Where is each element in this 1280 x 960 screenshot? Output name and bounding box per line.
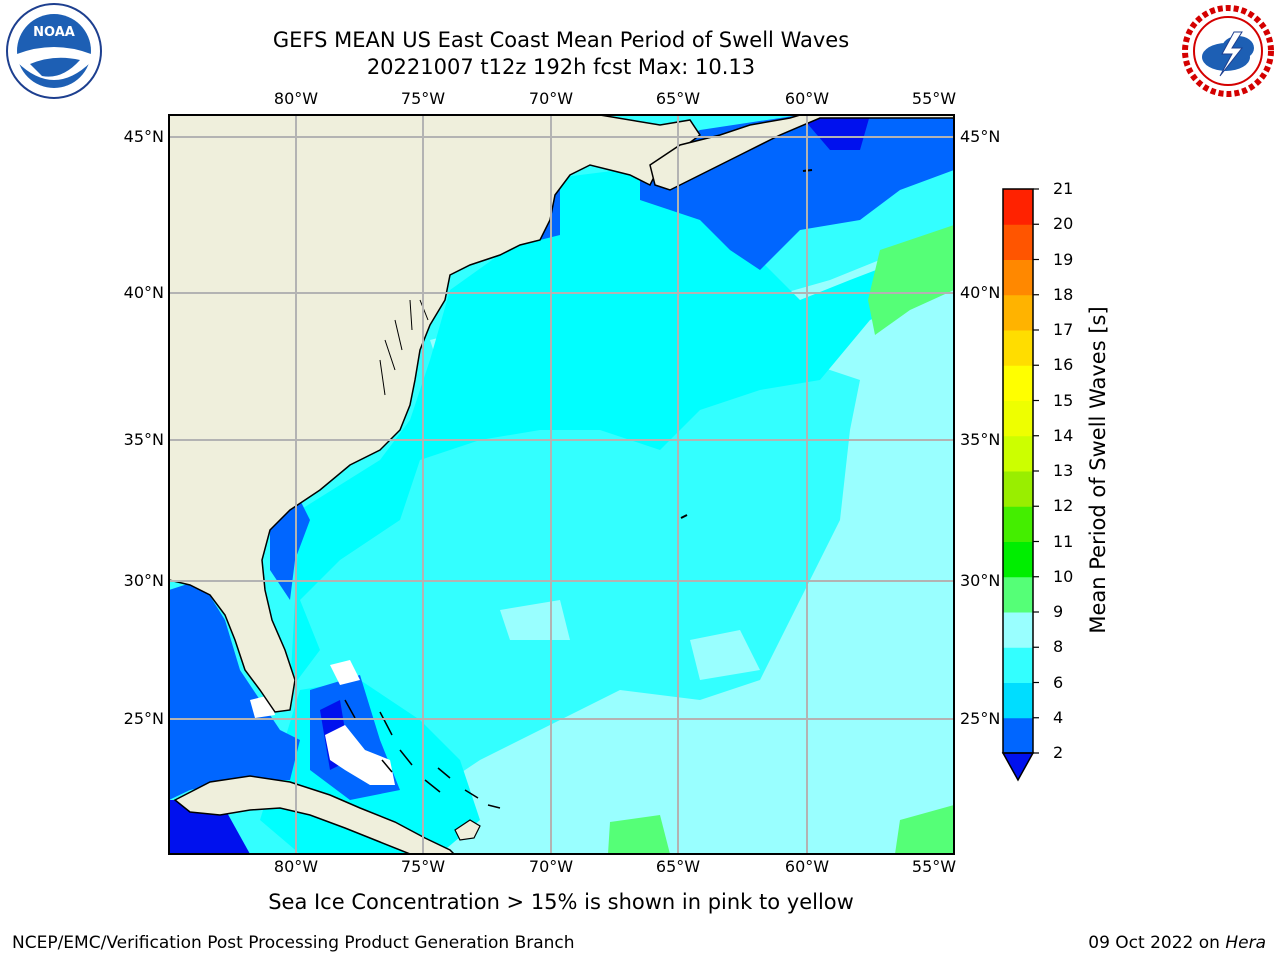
colorbar-tick-label: 20 [1053,214,1074,234]
colorbar-swatch [1003,682,1033,719]
bahama-islands [344,699,501,809]
colorbar-swatch [1003,365,1033,401]
chesapeake-inlets [379,299,429,396]
lon-tick-top: 80°W [273,89,319,108]
cuba-landmass [173,775,456,854]
chart-subtitle: 20221007 t12z 192h fcst Max: 10.13 [366,55,756,79]
hispaniola-landmass [454,819,481,841]
low-swell-gulf [169,580,300,800]
high-swell-patch [868,225,954,335]
mid-swell-coastal [290,460,420,690]
very-low-swell [800,115,870,150]
colorbar-tick-label: 17 [1053,320,1074,339]
lon-tick-bottom: 75°W [400,857,446,876]
bahamas-shoal [325,725,395,785]
lat-tick-left: 40°N [123,283,164,302]
lat-tick-left: 35°N [123,430,164,449]
chart-title: GEFS MEAN US East Coast Mean Period of S… [272,28,850,52]
colorbar-tick-label: 6 [1053,672,1064,692]
colorbar-tick-label: 13 [1053,461,1074,480]
footer-credit: NCEP/EMC/Verification Post Processing Pr… [12,933,575,953]
lon-tick-bottom: 55°W [911,857,957,876]
lon-tick-top: 70°W [528,89,574,108]
lat-tick-left: 25°N [123,709,164,728]
colorbar-swatch [1003,647,1033,683]
lon-tick-top: 75°W [400,89,446,108]
lon-tick-bottom: 80°W [273,857,319,876]
footer-host: Hera [1225,933,1266,953]
high-swell-patch [895,805,954,854]
colorbar-title: Mean Period of Swell Waves [s] [1086,306,1110,634]
noaa-logo-text: NOAA [33,25,75,40]
lon-tick-bottom: 60°W [784,857,830,876]
footer-date: 09 Oct 2022 on Hera [1088,933,1266,953]
colorbar-swatch [1003,435,1033,472]
us-landmass [169,115,702,713]
graticule [169,115,954,854]
colorbar-swatch [1003,224,1033,260]
nws-logo-icon [1181,4,1275,98]
light-swell-patch [500,600,570,640]
colorbar-swatch [1003,330,1033,366]
lat-tick-right: 25°N [960,709,1001,728]
light-swell-patch [690,630,760,680]
colorbar-tick-label: 2 [1053,743,1064,762]
colorbar-swatch [1003,471,1033,507]
noaa-logo-icon: NOAA [6,3,102,99]
colorbar-tick-label: 8 [1053,637,1064,657]
lon-tick-top: 60°W [784,89,830,108]
nova-scotia-landmass [649,115,954,191]
low-swell-coast-se [270,500,310,600]
lat-tick-right: 45°N [960,127,1001,146]
colorbar [1001,188,1039,782]
lat-tick-right: 40°N [960,283,1001,302]
lat-tick-right: 30°N [960,571,1001,590]
colorbar-swatch [1003,294,1033,331]
colorbar-swatch [1003,400,1033,437]
colorbar-swatch [1003,576,1033,613]
colorbar-tick-label: 19 [1053,249,1074,269]
footer-date-text: 09 Oct 2022 on [1088,933,1220,953]
colorbar-swatch [1003,541,1033,578]
map-frame [168,114,955,855]
colorbar-swatch [1003,506,1033,542]
colorbar-tick-label: 12 [1053,496,1074,516]
colorbar-swatch [1003,189,1033,225]
high-swell-patch [608,815,670,854]
colorbar-tick-label: 9 [1053,602,1064,621]
colorbar-tick-label: 18 [1053,284,1074,304]
lon-tick-bottom: 65°W [655,857,701,876]
colorbar-tick-label: 4 [1053,707,1064,727]
lon-tick-bottom: 70°W [528,857,574,876]
lat-tick-right: 35°N [960,430,1001,449]
colorbar-swatch [1003,259,1033,296]
sea-ice-note: Sea Ice Concentration > 15% is shown in … [268,890,854,914]
lon-tick-top: 55°W [911,89,957,108]
colorbar-tick-label: 15 [1053,390,1074,410]
colorbar-tick-label: 11 [1053,531,1074,551]
lon-tick-top: 65°W [655,89,701,108]
colorbar-tick-label: 21 [1053,179,1074,198]
lat-tick-left: 30°N [123,571,164,590]
bermuda [680,514,688,519]
bahamas-shoal [330,660,360,685]
colorbar-tick-label: 14 [1053,425,1074,445]
colorbar-swatch [1003,717,1033,754]
very-low-swell [169,800,250,854]
light-swell-region [420,230,954,854]
colorbar-swatch [1003,612,1033,648]
lat-tick-left: 45°N [123,127,164,146]
colorbar-tick-label: 16 [1053,355,1074,375]
colorbar-tick-label: 10 [1053,566,1074,586]
colorbar-under-arrow [1001,752,1035,782]
